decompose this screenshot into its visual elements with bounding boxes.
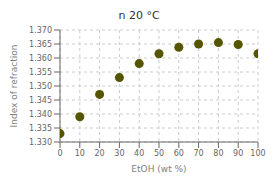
- svg-text:1.365: 1.365: [29, 40, 52, 49]
- svg-text:20: 20: [95, 149, 105, 158]
- svg-text:40: 40: [134, 149, 144, 158]
- svg-text:30: 30: [114, 149, 124, 158]
- html-text:n 20 °C: n 20 °C: [118, 9, 160, 22]
- svg-text:1.335: 1.335: [29, 124, 52, 133]
- svg-text:1.330: 1.330: [29, 138, 52, 147]
- svg-text:80: 80: [213, 149, 223, 158]
- svg-text:EtOH (wt %): EtOH (wt %): [131, 164, 186, 174]
- svg-text:1.345: 1.345: [29, 96, 52, 105]
- svg-text:Index of refraction: Index of refraction: [9, 45, 19, 128]
- svg-text:1.360: 1.360: [29, 54, 52, 63]
- svg-text:100: 100: [250, 149, 265, 158]
- svg-text:1.355: 1.355: [29, 68, 52, 77]
- svg-text:0: 0: [57, 149, 62, 158]
- svg-text:1.370: 1.370: [29, 26, 52, 35]
- svg-text:10: 10: [75, 149, 85, 158]
- svg-text:70: 70: [194, 149, 204, 158]
- svg-text:50: 50: [154, 149, 164, 158]
- svg-text:90: 90: [233, 149, 243, 158]
- svg-text:1.340: 1.340: [29, 110, 52, 119]
- svg-text:1.350: 1.350: [29, 82, 52, 91]
- svg-text:60: 60: [174, 149, 184, 158]
